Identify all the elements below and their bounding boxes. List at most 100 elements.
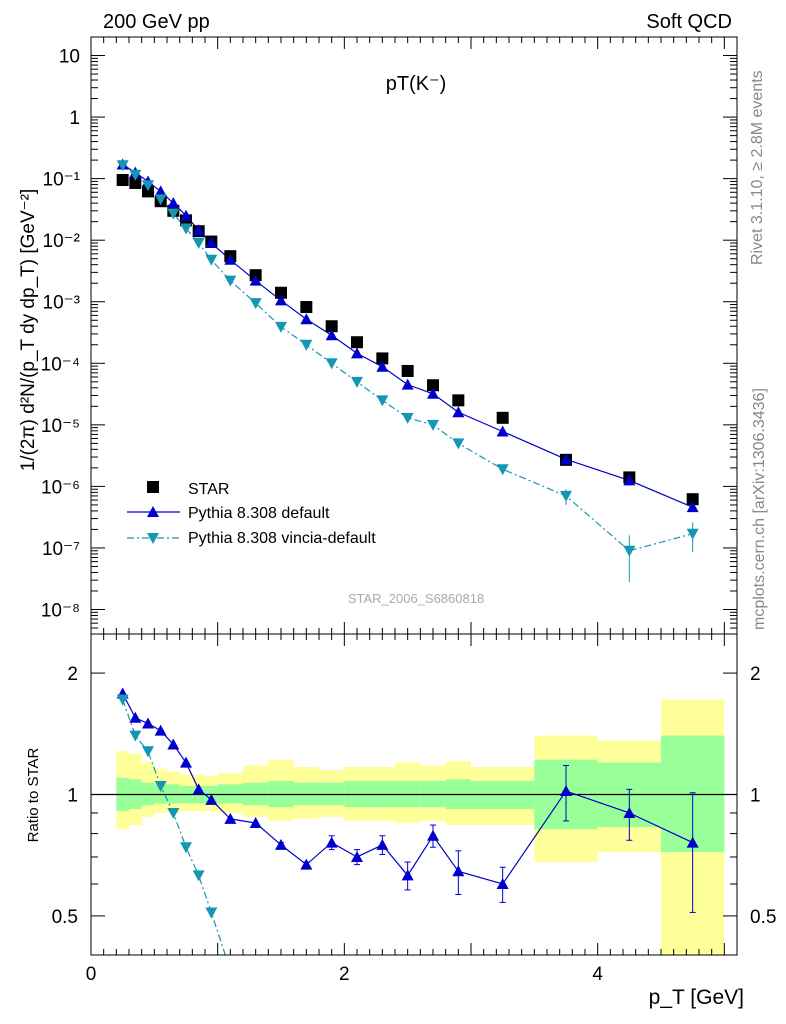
legend-default-label: Pythia 8.308 default xyxy=(188,505,330,522)
legend-star-label: STAR xyxy=(188,481,229,498)
main-plot-panel: 10 1 10⁻¹ 10⁻² 10⁻³ 10⁻⁴ 10⁻⁵ 10⁻⁶ 10⁻⁷ 10⁻⁸ pT(K… xyxy=(18,36,738,635)
default-data-point xyxy=(275,294,287,306)
default-ratio-point xyxy=(376,838,389,850)
default-ratio-point xyxy=(249,816,262,828)
default-data-point xyxy=(623,474,636,486)
default-ratio-point xyxy=(686,836,699,848)
vincia-data-point xyxy=(192,238,205,250)
ratio-y-axis-label: Ratio to STAR xyxy=(25,747,42,842)
y-tick-label-main: 10⁻⁶ xyxy=(41,477,80,498)
ratio-uncertainty-bands xyxy=(91,699,737,955)
default-ratio-point xyxy=(427,829,439,841)
vincia-data-point xyxy=(376,395,389,407)
main-plot-axes: 10 1 10⁻¹ 10⁻² 10⁻³ 10⁻⁴ 10⁻⁵ 10⁻⁶ 10⁻⁷ 10⁻⁸ xyxy=(41,36,737,635)
vincia-data-point xyxy=(427,419,439,431)
default-ratio-point xyxy=(275,838,287,850)
default-ratio-point xyxy=(496,877,509,889)
ratio-plot-marks xyxy=(116,687,699,956)
ratio-plot-axes: 0 2 4 2 2 1 1 0.5 0.5 xyxy=(52,634,776,985)
star-data-point xyxy=(452,394,465,407)
legend-star-marker xyxy=(147,481,159,493)
default-data-point xyxy=(560,453,572,465)
y-tick-label-ratio-right: 1 xyxy=(750,786,761,807)
vincia-data-point xyxy=(275,321,287,333)
default-data-point xyxy=(300,313,313,325)
default-data-point xyxy=(325,329,338,341)
legend: STAR Pythia 8.308 default Pythia 8.308 v… xyxy=(127,481,376,547)
vincia-ratio-point xyxy=(205,907,218,919)
header-right: Soft QCD xyxy=(646,11,732,33)
default-ratio-point xyxy=(142,717,154,729)
vincia-ratio-point xyxy=(116,694,129,706)
band-inner xyxy=(217,784,243,804)
default-series-line xyxy=(122,163,693,508)
vincia-ratio-point xyxy=(142,746,154,758)
default-data-point xyxy=(427,387,439,399)
default-ratio-point xyxy=(300,858,313,870)
star-data-point xyxy=(142,185,154,198)
ratio-plot-panel: 0 2 4 2 2 1 1 0.5 0.5 Ratio to STAR p_T [GeV] xyxy=(25,633,776,1009)
y-tick-label-main: 10⁻⁴ xyxy=(41,354,80,375)
analysis-tag: STAR_2006_S6860818 xyxy=(348,591,484,606)
default-ratio-point xyxy=(452,865,465,877)
default-data-point xyxy=(376,360,389,372)
vincia-data-point xyxy=(452,438,465,450)
vincia-data-point xyxy=(623,545,636,557)
legend-default-marker xyxy=(147,506,159,517)
vincia-data-point xyxy=(401,412,414,424)
x-axis-label: p_T [GeV] xyxy=(649,986,744,1009)
vincia-ratio-point xyxy=(180,842,192,854)
vincia-ratio-point xyxy=(154,780,167,792)
default-data-point xyxy=(452,406,465,418)
y-tick-label-main: 1 xyxy=(69,108,80,129)
star-data-point xyxy=(401,364,414,377)
header-left: 200 GeV pp xyxy=(103,11,210,33)
y-tick-label-ratio-right: 0.5 xyxy=(750,907,776,928)
y-tick-label-main: 10⁻³ xyxy=(43,293,81,314)
vincia-data-point xyxy=(167,208,180,220)
star-data-point xyxy=(300,301,313,314)
main-plot-marks xyxy=(116,158,699,582)
default-ratio-point xyxy=(623,806,636,818)
default-data-point xyxy=(180,209,192,221)
default-data-point xyxy=(401,378,414,390)
default-data-point xyxy=(192,224,205,236)
vincia-data-point xyxy=(496,464,509,476)
y-tick-label-main: 10⁻¹ xyxy=(43,170,81,191)
legend-vincia-marker xyxy=(147,533,159,544)
y-tick-label-ratio: 2 xyxy=(67,664,78,685)
default-ratio-point xyxy=(192,783,205,795)
vincia-ratio-point xyxy=(167,807,180,819)
default-data-point xyxy=(496,425,509,437)
x-tick-label: 4 xyxy=(592,964,603,985)
vincia-data-point xyxy=(249,298,262,310)
star-data-point xyxy=(116,174,129,187)
y-tick-label-main: 10⁻⁸ xyxy=(41,601,80,622)
vincia-data-point xyxy=(224,275,237,287)
default-ratio-point xyxy=(224,812,237,824)
default-ratio-point xyxy=(205,793,218,805)
vincia-data-point xyxy=(116,160,129,172)
vincia-data-point xyxy=(300,339,313,351)
vincia-data-point xyxy=(560,490,572,502)
vincia-data-point xyxy=(351,376,363,388)
y-tick-label-main: 10 xyxy=(59,47,80,68)
default-data-point xyxy=(154,185,167,197)
vincia-series-line xyxy=(122,164,693,552)
vincia-data-point xyxy=(325,358,338,370)
default-data-point xyxy=(249,274,262,286)
legend-vincia-label: Pythia 8.308 vincia-default xyxy=(188,530,376,547)
y-tick-label-main: 10⁻⁵ xyxy=(41,416,80,437)
main-y-axis-label: 1/(2π) d²N/(p_T dy dp_T) [GeV⁻²] xyxy=(18,189,39,472)
band-inner xyxy=(154,784,167,804)
default-ratio-point xyxy=(351,850,363,862)
star-data-point xyxy=(686,493,699,506)
y-tick-label-ratio: 0.5 xyxy=(52,907,78,928)
default-ratio-point xyxy=(560,785,572,797)
star-data-point xyxy=(496,411,509,424)
x-tick-label: 2 xyxy=(339,964,350,985)
y-tick-label-ratio: 1 xyxy=(67,786,78,807)
y-tick-label-main: 10⁻⁷ xyxy=(42,539,80,560)
side-label-mcplots: mcplots.cern.ch [arXiv:1306.3436] xyxy=(751,388,768,630)
